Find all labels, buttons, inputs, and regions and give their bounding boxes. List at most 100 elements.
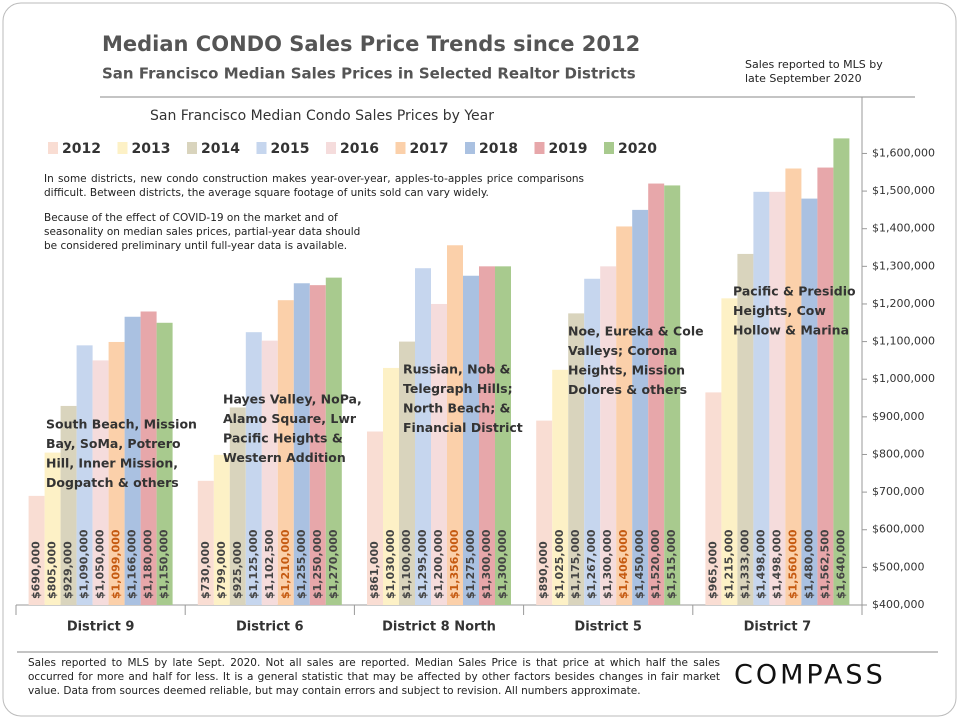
value-label: $1,498,000 xyxy=(770,529,783,599)
x-tick-label: District 6 xyxy=(236,620,304,635)
value-label: $1,498,000 xyxy=(754,529,767,599)
district-annotation: Noe, Eureka & Cole xyxy=(568,324,704,339)
value-label: $929,000 xyxy=(62,541,75,599)
y-tick-label: $1,400,000 xyxy=(872,222,935,235)
value-label: $1,450,000 xyxy=(633,529,646,599)
value-label: $861,000 xyxy=(368,541,381,599)
value-label: $730,000 xyxy=(199,541,212,599)
bar xyxy=(367,431,383,605)
chart-title: Median CONDO Sales Price Trends since 20… xyxy=(102,32,640,56)
y-tick-label: $1,300,000 xyxy=(872,259,935,272)
legend-label: 2012 xyxy=(62,141,101,157)
value-label: $1,267,000 xyxy=(585,529,598,599)
bar xyxy=(92,360,109,605)
y-tick-label: $1,000,000 xyxy=(872,372,935,385)
value-label: $1,270,000 xyxy=(327,529,340,599)
value-label: $965,000 xyxy=(706,541,719,599)
legend-label: 2019 xyxy=(549,141,588,157)
bar xyxy=(463,275,479,605)
bar xyxy=(124,316,141,605)
brand-logo: COMPASS xyxy=(734,660,886,691)
legend-label: 2020 xyxy=(618,141,657,157)
bar xyxy=(60,405,77,605)
bar xyxy=(261,340,278,605)
value-label: $1,030,000 xyxy=(384,529,397,599)
x-tick-label: District 9 xyxy=(67,620,135,635)
value-label: $1,295,000 xyxy=(416,529,429,599)
value-label: $1,215,000 xyxy=(722,529,735,599)
value-label: $1,560,000 xyxy=(786,529,799,599)
bar xyxy=(495,266,511,605)
bar xyxy=(383,367,399,605)
plot-note: Because of the effect of COVID-19 on the… xyxy=(44,212,361,252)
district-annotation: Bay, SoMa, Potrero xyxy=(46,436,181,451)
value-label: $805,000 xyxy=(46,541,59,599)
y-tick-label: $1,100,000 xyxy=(872,335,935,348)
bar xyxy=(801,198,818,605)
value-label: $1,406,000 xyxy=(617,529,630,599)
value-label: $690,000 xyxy=(30,541,43,599)
district-annotation: Heights, Mission xyxy=(568,363,685,378)
value-label: $890,000 xyxy=(537,541,550,599)
bar xyxy=(44,452,61,605)
value-label: $1,125,000 xyxy=(247,529,260,599)
bar xyxy=(108,341,125,605)
bar xyxy=(309,285,326,605)
district-annotation: Western Addition xyxy=(223,450,346,465)
x-tick-label: District 7 xyxy=(744,620,812,635)
bar xyxy=(325,277,342,605)
legend-label: 2014 xyxy=(201,141,240,157)
legend-swatch xyxy=(604,142,614,154)
value-label: $1,356,000 xyxy=(448,529,461,599)
value-label: $1,175,000 xyxy=(569,529,582,599)
bar xyxy=(293,283,310,605)
value-label: $1,640,000 xyxy=(834,529,847,599)
district-annotation: Hill, Inner Mission, xyxy=(46,456,178,471)
bar xyxy=(213,454,230,605)
bar xyxy=(648,183,665,605)
value-label: $1,520,000 xyxy=(649,529,662,599)
value-label: $1,200,000 xyxy=(432,529,445,599)
legend-swatch xyxy=(256,142,267,154)
value-label: $1,275,000 xyxy=(464,529,477,599)
bar xyxy=(431,303,447,605)
bar xyxy=(737,253,754,605)
bar xyxy=(552,369,569,605)
legend-label: 2017 xyxy=(410,141,449,157)
x-tick-label: District 5 xyxy=(574,620,642,635)
value-label: $1,333,000 xyxy=(738,529,751,599)
value-label: $1,180,000 xyxy=(142,529,155,599)
district-annotation: Telegraph Hills; xyxy=(403,381,513,396)
legend-swatch xyxy=(117,142,128,154)
legend-swatch xyxy=(465,142,475,154)
bar xyxy=(156,322,173,605)
value-label: $1,255,000 xyxy=(295,529,308,599)
bar xyxy=(447,245,463,605)
legend-swatch xyxy=(326,142,336,154)
value-label: $1,150,000 xyxy=(158,529,171,599)
value-label: $1,210,000 xyxy=(279,529,292,599)
y-tick-label: $400,000 xyxy=(872,598,925,611)
value-label: $1,050,000 xyxy=(94,529,107,599)
value-label: $799,000 xyxy=(215,541,228,599)
value-label: $1,100,000 xyxy=(400,529,413,599)
district-annotation: North Beach; & xyxy=(403,401,511,416)
y-tick-label: $800,000 xyxy=(872,447,925,460)
legend-label: 2016 xyxy=(340,141,379,157)
chart-subtitle: San Francisco Median Sales Prices in Sel… xyxy=(102,65,636,83)
bar xyxy=(399,341,415,605)
plot-title: San Francisco Median Condo Sales Prices … xyxy=(150,108,494,124)
bar xyxy=(568,313,585,605)
value-label: $1,480,000 xyxy=(802,529,815,599)
value-label: $1,515,000 xyxy=(665,529,678,599)
district-annotation: Hollow & Marina xyxy=(733,323,849,338)
district-annotation: Pacific Heights & xyxy=(223,431,343,446)
bar xyxy=(632,209,649,605)
value-label: $1,025,000 xyxy=(553,529,566,599)
value-label: $1,250,000 xyxy=(311,529,324,599)
district-annotation: Dolores & others xyxy=(568,382,687,397)
district-annotation: Financial District xyxy=(403,420,523,435)
legend-swatch xyxy=(534,142,545,154)
